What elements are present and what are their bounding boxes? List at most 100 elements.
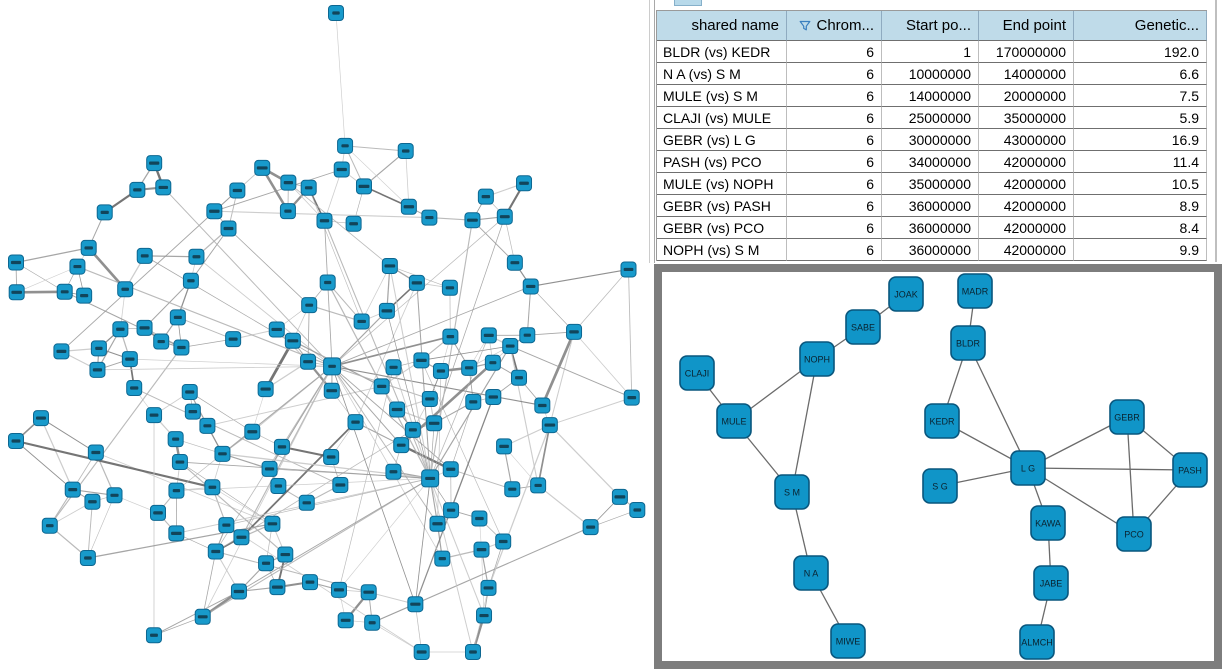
table-cell[interactable]: 42000000 [979,151,1074,173]
network-node[interactable] [323,357,342,376]
network-edge[interactable] [361,265,391,322]
network-edge[interactable] [487,424,551,589]
network-node[interactable] [96,204,113,221]
network-edge[interactable] [331,365,543,407]
network-node[interactable] [534,397,551,414]
network-node[interactable] [298,494,315,511]
column-header-chromosome[interactable]: Chrom... [787,11,882,41]
network-edge[interactable] [549,331,575,426]
network-node[interactable] [504,481,521,498]
network-edge[interactable] [429,220,473,479]
network-edge[interactable] [202,366,333,617]
table-cell[interactable]: 11.4 [1074,151,1207,173]
network-edge[interactable] [308,187,362,322]
network-node[interactable] [620,261,637,278]
network-edge[interactable] [405,150,410,207]
network-node[interactable] [476,607,493,624]
table-cell[interactable]: 36000000 [882,217,979,239]
network-node-s-m[interactable]: S M [774,474,810,510]
subnetwork-canvas[interactable]: JOAK MADR SABE NOPH BLDR CLAJI MULE KEDR GEBR L G… [654,264,1222,669]
network-edge[interactable] [15,247,89,264]
network-node[interactable] [254,159,271,176]
network-edge[interactable] [338,478,431,591]
network-edge[interactable] [238,478,431,592]
network-edge[interactable] [196,256,333,367]
network-edge[interactable] [179,461,273,525]
network-edge[interactable] [331,310,388,367]
network-node[interactable] [434,550,451,567]
network-edge[interactable] [509,345,539,486]
network-node[interactable] [220,220,237,237]
table-cell[interactable]: 36000000 [882,195,979,217]
table-cell[interactable]: BLDR (vs) KEDR [657,41,787,63]
network-edge[interactable] [129,358,333,367]
network-node[interactable] [353,313,370,330]
table-cell[interactable]: 35000000 [882,173,979,195]
network-edge[interactable] [190,228,229,282]
network-edge[interactable] [331,366,443,559]
network-edge[interactable] [134,387,341,486]
network-node[interactable] [511,369,528,386]
table-cell[interactable]: 6.6 [1074,63,1207,85]
network-node[interactable] [233,529,250,546]
table-cell[interactable]: MULE (vs) S M [657,85,787,107]
network-edge[interactable] [530,286,575,333]
network-node[interactable] [389,401,406,418]
network-node[interactable] [76,287,93,304]
table-row[interactable]: BLDR (vs) KEDR 6 1 170000000 192.0 [657,41,1207,63]
network-node-almch[interactable]: ALMCH [1019,624,1055,660]
network-node[interactable] [136,319,153,336]
network-edge[interactable] [537,424,551,486]
network-node[interactable] [485,389,502,406]
network-node[interactable] [8,432,24,449]
network-node[interactable] [230,583,247,600]
network-edge[interactable] [421,360,504,542]
network-node[interactable] [360,584,377,601]
network-node[interactable] [441,279,458,296]
network-node[interactable] [496,438,513,455]
table-cell[interactable]: 35000000 [979,107,1074,129]
network-node[interactable] [473,541,490,558]
network-node[interactable] [407,596,424,613]
network-edge[interactable] [573,331,633,398]
network-node[interactable] [188,248,205,265]
column-header-start-position[interactable]: Start po... [882,11,979,41]
network-node[interactable] [461,359,478,376]
network-edge[interactable] [414,396,494,605]
network-node[interactable] [330,581,347,598]
table-row[interactable]: N A (vs) S M 6 10000000 14000000 6.6 [657,63,1207,85]
network-edge[interactable] [189,391,253,433]
network-edge[interactable] [240,421,357,538]
table-cell[interactable]: 10.5 [1074,173,1207,195]
table-cell[interactable]: 1 [882,41,979,63]
network-node[interactable] [117,281,134,298]
network-edge[interactable] [416,282,431,479]
network-edge[interactable] [202,551,217,617]
network-node[interactable] [167,431,184,448]
network-edge[interactable] [549,397,632,426]
network-node[interactable] [171,454,188,471]
network-node[interactable] [273,438,290,455]
table-cell[interactable]: 42000000 [979,195,1074,217]
network-node[interactable] [506,254,523,271]
network-node[interactable] [323,382,340,399]
table-row[interactable]: NOPH (vs) S M 6 36000000 42000000 9.9 [657,239,1207,261]
network-node[interactable] [413,644,430,660]
network-edge[interactable] [1126,416,1135,535]
network-edge[interactable] [324,220,333,367]
network-node[interactable] [385,359,402,376]
network-edge[interactable] [331,216,506,367]
network-edge[interactable] [791,358,818,493]
network-node-s-g[interactable]: S G [922,468,958,504]
table-row[interactable]: GEBR (vs) PASH 6 36000000 42000000 8.9 [657,195,1207,217]
table-cell[interactable]: 42000000 [979,173,1074,195]
network-node[interactable] [257,381,274,398]
table-cell[interactable]: GEBR (vs) PASH [657,195,787,217]
network-edge[interactable] [331,366,402,446]
network-edge[interactable] [87,501,93,559]
network-node[interactable] [566,323,583,340]
network-edge[interactable] [97,365,333,371]
network-node[interactable] [465,644,482,660]
network-node[interactable] [173,339,190,356]
table-cell[interactable]: 8.4 [1074,217,1207,239]
